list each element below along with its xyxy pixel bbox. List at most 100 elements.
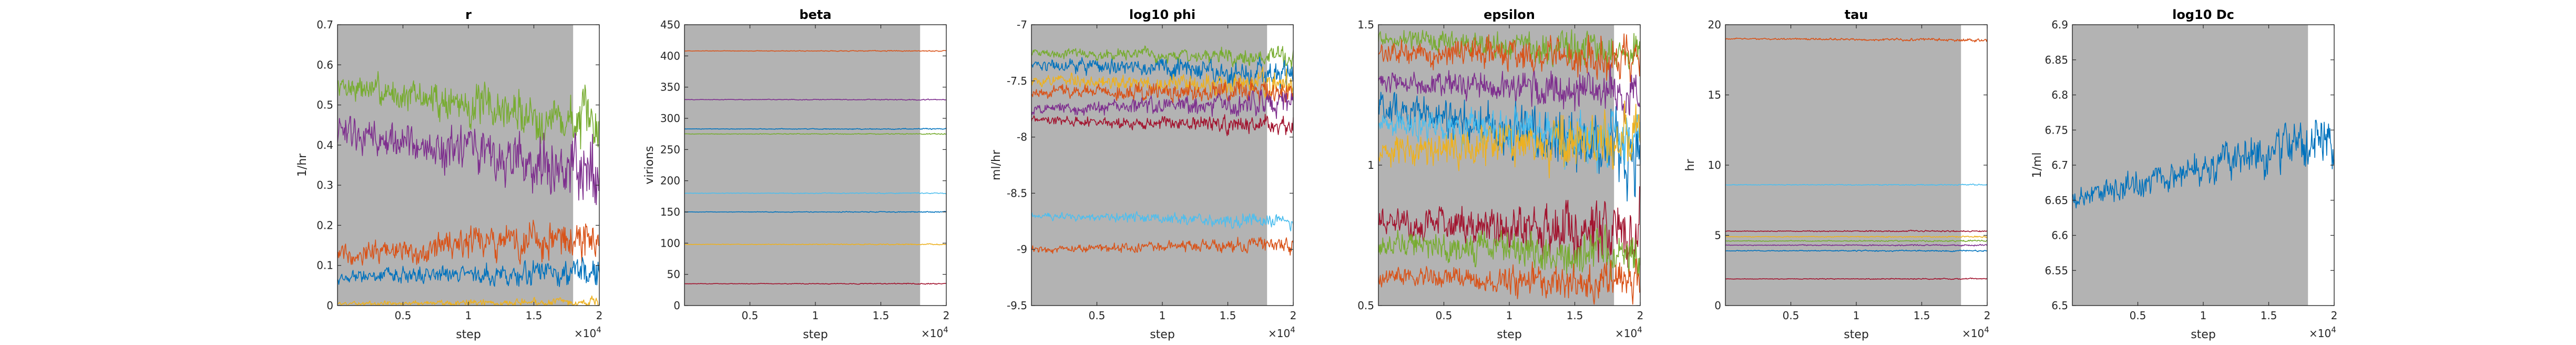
y-tick-label: 6.7 <box>2051 159 2068 171</box>
series-line-5 <box>1031 114 1293 136</box>
x-tick-label: 2 <box>1637 309 1644 322</box>
y-axis-label: hr <box>1684 159 1697 171</box>
y-tick-label: 0 <box>673 299 680 312</box>
burn-in-region <box>684 25 921 306</box>
y-tick-label: 0 <box>326 299 333 312</box>
y-tick-label: 15 <box>1708 89 1721 102</box>
x-tick-label: 1 <box>812 309 819 322</box>
x-tick-label: 0.5 <box>1089 309 1106 322</box>
series-line-7 <box>1031 237 1293 256</box>
chart-title: r <box>465 7 472 22</box>
y-tick-label: -8.5 <box>1007 187 1027 199</box>
x-tick-label: 1 <box>2200 309 2207 322</box>
x-tick-label: 1.5 <box>526 309 543 322</box>
x-tick-label: 2 <box>1290 309 1297 322</box>
trace-group <box>1378 29 1640 305</box>
x-tick-label: 1.5 <box>1567 309 1583 322</box>
y-tick-label: 6.8 <box>2051 89 2068 102</box>
y-tick-label: 400 <box>660 49 680 62</box>
chart-title: log10 Dc <box>2172 7 2234 22</box>
x-axis-label: step <box>1844 328 1869 341</box>
series-line-2 <box>1725 229 1987 232</box>
series-line-1 <box>1725 184 1987 186</box>
series-line-0 <box>1031 45 1293 69</box>
series-line-0 <box>1378 29 1640 72</box>
chart-title: beta <box>799 7 831 22</box>
series-line-0 <box>2072 119 2334 209</box>
subplot-0: 0 0.1 0.2 0.3 0.4 0.5 0.6 0.7 0.5 1 1.5 2 ×104 r step 1… <box>296 7 602 341</box>
x-tick-label: 1 <box>1506 309 1513 322</box>
trace-group <box>684 49 946 285</box>
x-exponent-label: ×104 <box>921 325 948 340</box>
series-line-5 <box>684 210 946 213</box>
y-tick-label: 350 <box>660 81 680 94</box>
subplot-5: 6.5 6.55 6.6 6.65 6.7 6.75 6.8 6.85 6.9 0.5 1 1.5 2 ×… <box>2031 7 2337 341</box>
series-line-6 <box>1031 211 1293 232</box>
y-tick-label: 0 <box>1714 299 1721 312</box>
y-tick-label: -7 <box>1017 18 1027 31</box>
x-tick-label: 2 <box>596 309 603 322</box>
y-tick-label: 6.85 <box>2045 54 2068 66</box>
y-tick-label: 1.5 <box>1357 18 1374 31</box>
x-exponent-label: ×104 <box>1268 325 1295 340</box>
x-tick-label: 0.5 <box>2130 309 2146 322</box>
x-tick-label: 1.5 <box>873 309 890 322</box>
y-tick-label: 0.1 <box>316 259 333 272</box>
y-tick-label: 0.6 <box>316 58 333 71</box>
y-tick-label: 0.5 <box>316 99 333 111</box>
chart-title: epsilon <box>1484 7 1535 22</box>
series-line-0 <box>684 49 946 52</box>
y-tick-label: 0.3 <box>316 179 333 191</box>
y-tick-label: -9.5 <box>1007 299 1027 312</box>
series-line-7 <box>684 282 946 285</box>
y-axis-label: virions <box>643 146 656 184</box>
subplot-3: 0.5 1 1.5 0.5 1 1.5 2 ×104 epsilon step <box>1357 7 1643 341</box>
y-tick-label: 6.55 <box>2045 264 2068 277</box>
burn-in-region <box>1031 25 1267 306</box>
series-line-3 <box>684 133 946 135</box>
series-line-3 <box>1725 235 1987 238</box>
x-exponent-label: ×104 <box>1962 325 1989 340</box>
x-tick-label: 1.5 <box>2261 309 2277 322</box>
series-line-0 <box>338 71 599 150</box>
x-axis-label: step <box>2191 328 2216 341</box>
series-line-3 <box>338 257 599 287</box>
x-axis-label: step <box>1150 328 1175 341</box>
y-tick-label: 6.6 <box>2051 229 2068 242</box>
x-tick-label: 1 <box>1853 309 1860 322</box>
y-tick-label: -7.5 <box>1007 75 1027 87</box>
trace-group <box>2072 119 2334 209</box>
series-line-5 <box>1378 100 1640 179</box>
y-axis-label: 1/hr <box>296 153 309 177</box>
y-tick-label: 6.9 <box>2051 18 2068 31</box>
series-line-2 <box>338 219 599 266</box>
y-tick-label: 50 <box>667 268 680 281</box>
burn-in-region <box>2072 25 2308 306</box>
trace-group <box>1031 45 1293 256</box>
x-tick-label: 1.5 <box>1914 309 1930 322</box>
series-line-4 <box>1725 239 1987 242</box>
x-tick-label: 2 <box>943 309 950 322</box>
series-line-2 <box>1031 66 1293 100</box>
subplot-2: -9.5 -9 -8.5 -8 -7.5 -7 0.5 1 1.5 2 ×104 log10 phi s… <box>990 7 1296 341</box>
trace-group <box>1725 37 1987 280</box>
series-line-0 <box>1725 37 1987 43</box>
y-tick-label: 20 <box>1708 18 1721 31</box>
x-axis-label: step <box>803 328 828 341</box>
subplot-1: 0 50 100 150 200 250 300 350 400 450 0.5 1 1.5 2 ×104 b… <box>643 7 949 341</box>
chart-title: tau <box>1845 7 1868 22</box>
series-line-4 <box>1031 89 1293 119</box>
series-line-1 <box>1378 33 1640 83</box>
x-tick-label: 2 <box>2331 309 2338 322</box>
y-tick-label: 0.7 <box>316 18 333 31</box>
y-tick-label: -8 <box>1017 131 1027 144</box>
y-axis-label: ml/hr <box>990 149 1003 180</box>
burn-in-region <box>338 25 574 306</box>
series-line-8 <box>1378 258 1640 305</box>
series-line-7 <box>1725 277 1987 280</box>
x-exponent-label: ×104 <box>2309 325 2336 340</box>
y-tick-label: 300 <box>660 112 680 125</box>
series-line-1 <box>684 98 946 101</box>
y-tick-label: 6.75 <box>2045 124 2068 136</box>
series-line-5 <box>1725 243 1987 247</box>
